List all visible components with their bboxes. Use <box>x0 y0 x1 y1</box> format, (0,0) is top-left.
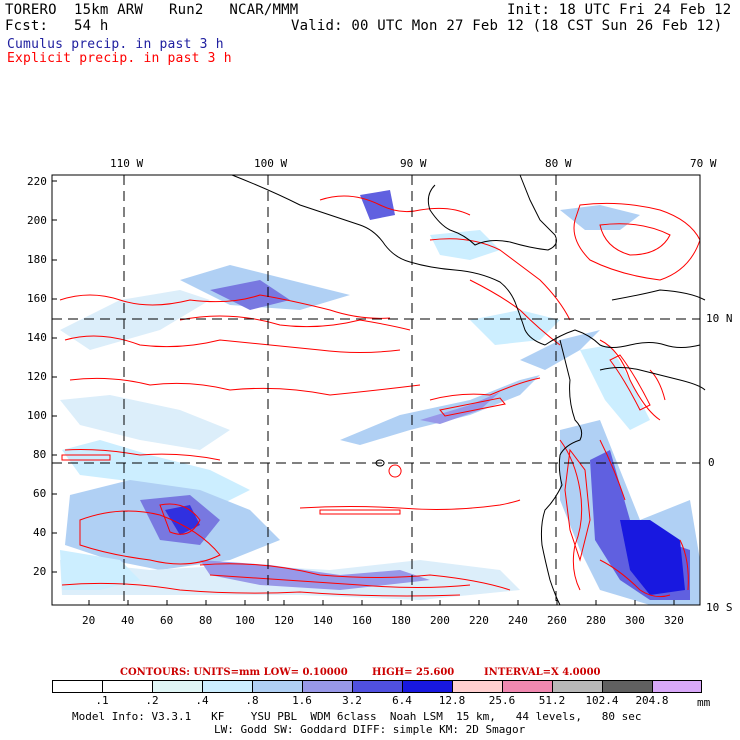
x-tick-label: 220 <box>469 614 489 627</box>
colorbar-tick: 6.4 <box>392 694 412 707</box>
model-title: TORERO 15km ARW Run2 NCAR/MMM <box>5 2 299 18</box>
lon-label-100w: 100 W <box>254 157 288 170</box>
x-tick-label: 120 <box>274 614 294 627</box>
colorbar-bin <box>252 680 303 693</box>
x-tick-label: 140 <box>313 614 333 627</box>
cumulus-precip-shading <box>60 190 700 605</box>
y-tick-label: 180 <box>27 253 47 266</box>
x-tick-label: 180 <box>391 614 411 627</box>
x-tick-label: 100 <box>235 614 255 627</box>
colorbar-tick: .1 <box>95 694 109 707</box>
y-tick-label: 220 <box>27 175 47 188</box>
model-info: Model Info: V3.3.1 KF YSU PBL WDM 6class… <box>72 710 642 723</box>
x-tick-label: 260 <box>547 614 567 627</box>
axis-ticks <box>52 180 675 605</box>
colorbar-unit: mm <box>697 696 711 709</box>
colorbar-bin <box>452 680 503 693</box>
lon-label-110w: 110 W <box>110 157 144 170</box>
y-tick-label: 40 <box>33 526 47 539</box>
colorbar-tick: .2 <box>145 694 159 707</box>
colorbar-bin <box>502 680 553 693</box>
lat-label-10s: 10 S <box>706 601 733 614</box>
x-tick-label: 80 <box>199 614 213 627</box>
y-tick-label: 80 <box>33 448 47 461</box>
forecast-hour: Fcst: 54 h <box>5 18 109 34</box>
x-tick-label: 200 <box>430 614 450 627</box>
init-time: Init: 18 UTC Fri 24 Feb 12 <box>507 2 732 18</box>
lat-label-0: 0 <box>708 456 715 469</box>
y-tick-label: 60 <box>33 487 47 500</box>
map-frame <box>51 174 701 606</box>
colorbar-bin <box>352 680 403 693</box>
colorbar-tick: 25.6 <box>488 694 516 707</box>
x-tick-label: 40 <box>121 614 135 627</box>
colorbar-bin <box>102 680 153 693</box>
colorbar-bin <box>652 680 702 693</box>
x-tick-label: 320 <box>664 614 684 627</box>
x-tick-label: 280 <box>586 614 606 627</box>
colorbar-tick: .4 <box>195 694 209 707</box>
x-tick-label: 300 <box>625 614 645 627</box>
colorbar-tick: .8 <box>245 694 259 707</box>
y-tick-label: 160 <box>27 292 47 305</box>
y-tick-label: 200 <box>27 214 47 227</box>
lon-label-80w: 80 W <box>545 157 572 170</box>
cumulus-legend-label: Cumulus precip. in past 3 h <box>7 37 224 52</box>
colorbar-bin <box>602 680 653 693</box>
x-tick-label: 240 <box>508 614 528 627</box>
y-tick-label: 100 <box>27 409 47 422</box>
lon-label-90w: 90 W <box>400 157 427 170</box>
colorbar-tick: 204.8 <box>635 694 669 707</box>
contour-high: HIGH= 25.600 <box>372 667 455 678</box>
coastlines <box>231 174 706 606</box>
colorbar-bin <box>402 680 453 693</box>
contour-interval: INTERVAL=X 4.0000 <box>484 667 601 678</box>
colorbar-tick: 102.4 <box>585 694 619 707</box>
y-tick-label: 120 <box>27 370 47 383</box>
contour-units: CONTOURS: UNITS=mm LOW= 0.10000 <box>120 667 348 678</box>
colorbar-tick: 1.6 <box>292 694 312 707</box>
explicit-legend-label: Explicit precip. in past 3 h <box>7 51 232 66</box>
colorbar-bin <box>202 680 253 693</box>
y-tick-label: 20 <box>33 565 47 578</box>
lat-label-10n: 10 N <box>706 312 733 325</box>
colorbar-tick: 51.2 <box>538 694 566 707</box>
x-tick-label: 60 <box>160 614 174 627</box>
x-tick-label: 20 <box>82 614 96 627</box>
colorbar-bin <box>52 680 103 693</box>
lon-label-70w: 70 W <box>690 157 717 170</box>
physics-info: LW: Godd SW: Goddard DIFF: simple KM: 2D… <box>214 723 526 736</box>
graticule <box>52 175 700 605</box>
colorbar-bin <box>152 680 203 693</box>
colorbar-tick: 3.2 <box>342 694 362 707</box>
colorbar-bin <box>302 680 353 693</box>
colorbar-bin <box>552 680 603 693</box>
colorbar-tick: 12.8 <box>438 694 466 707</box>
valid-time: Valid: 00 UTC Mon 27 Feb 12 (18 CST Sun … <box>291 18 723 34</box>
y-tick-label: 140 <box>27 331 47 344</box>
x-tick-label: 160 <box>352 614 372 627</box>
